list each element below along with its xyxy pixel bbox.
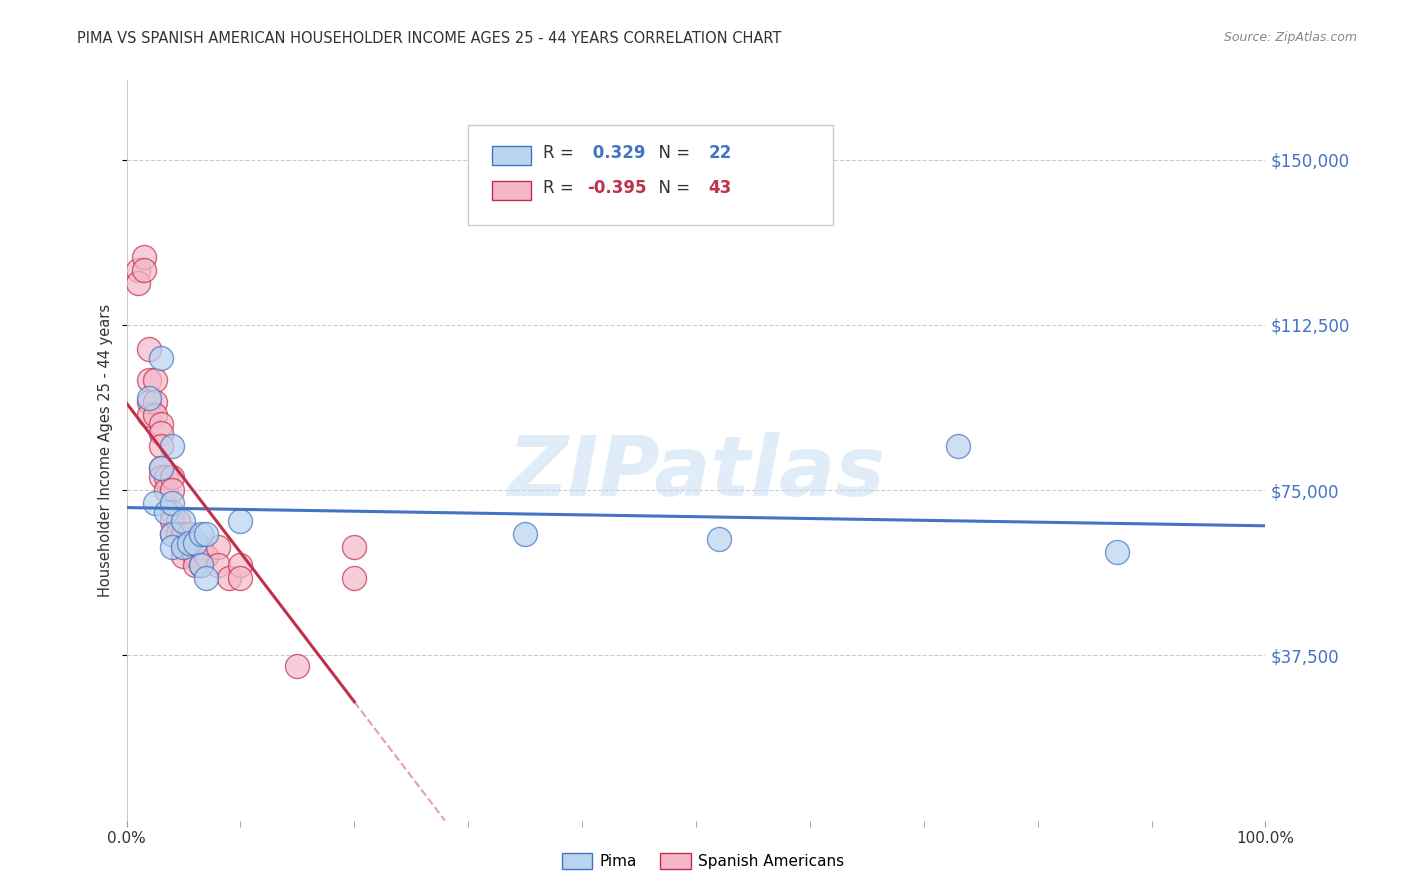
Point [172,527,194,541]
Point [138,373,160,387]
Point [946,439,969,453]
Point [515,527,537,541]
Point [190,558,212,572]
Point [207,541,229,555]
Point [179,536,201,550]
Point [143,408,166,422]
Text: PIMA VS SPANISH AMERICAN HOUSEHOLDER INCOME AGES 25 - 44 YEARS CORRELATION CHART: PIMA VS SPANISH AMERICAN HOUSEHOLDER INC… [77,31,782,46]
Point [184,558,207,572]
Point [149,351,172,365]
Point [155,470,177,484]
Point [143,496,166,510]
Point [184,549,207,564]
Point [343,541,366,555]
Point [149,417,172,431]
Point [179,541,201,555]
Point [1107,545,1129,559]
Point [160,505,183,519]
Point [132,262,155,277]
Point [207,558,229,572]
Text: R =: R = [543,178,579,196]
Point [166,514,188,528]
Point [149,425,172,440]
Point [160,527,183,541]
FancyBboxPatch shape [492,146,531,165]
Point [172,541,194,555]
Point [138,408,160,422]
Point [287,659,309,673]
Point [707,532,730,546]
FancyBboxPatch shape [468,125,832,225]
Point [195,527,218,541]
Point [172,541,194,555]
Point [138,395,160,409]
FancyBboxPatch shape [492,181,531,200]
Point [172,549,194,564]
Point [132,250,155,264]
Point [195,571,218,585]
Text: ZIPatlas: ZIPatlas [508,432,884,513]
Point [195,549,218,564]
Text: N =: N = [648,144,696,161]
Point [138,391,160,405]
Point [179,527,201,541]
Point [190,541,212,555]
Point [149,439,172,453]
Point [190,558,212,572]
Text: 22: 22 [709,144,731,161]
Legend: Pima, Spanish Americans: Pima, Spanish Americans [555,847,851,875]
Text: Source: ZipAtlas.com: Source: ZipAtlas.com [1223,31,1357,45]
Point [343,571,366,585]
Point [218,571,240,585]
Point [143,373,166,387]
Point [160,439,183,453]
Point [155,505,177,519]
Point [160,483,183,497]
Point [155,483,177,497]
Text: N =: N = [648,178,696,196]
Point [160,514,183,528]
Point [160,541,183,555]
Point [138,342,160,356]
Text: 0.329: 0.329 [586,144,645,161]
Point [184,536,207,550]
Point [160,527,183,541]
Point [166,527,188,541]
Point [190,527,212,541]
Text: R =: R = [543,144,579,161]
Point [160,470,183,484]
Point [229,571,252,585]
Point [229,514,252,528]
Point [149,461,172,475]
Text: 43: 43 [709,178,731,196]
Point [229,558,252,572]
Point [143,395,166,409]
Point [127,276,149,290]
Point [149,470,172,484]
Y-axis label: Householder Income Ages 25 - 44 years: Householder Income Ages 25 - 44 years [98,304,114,597]
Text: -0.395: -0.395 [586,178,647,196]
Point [160,496,183,510]
Point [127,262,149,277]
Point [149,461,172,475]
Point [172,514,194,528]
